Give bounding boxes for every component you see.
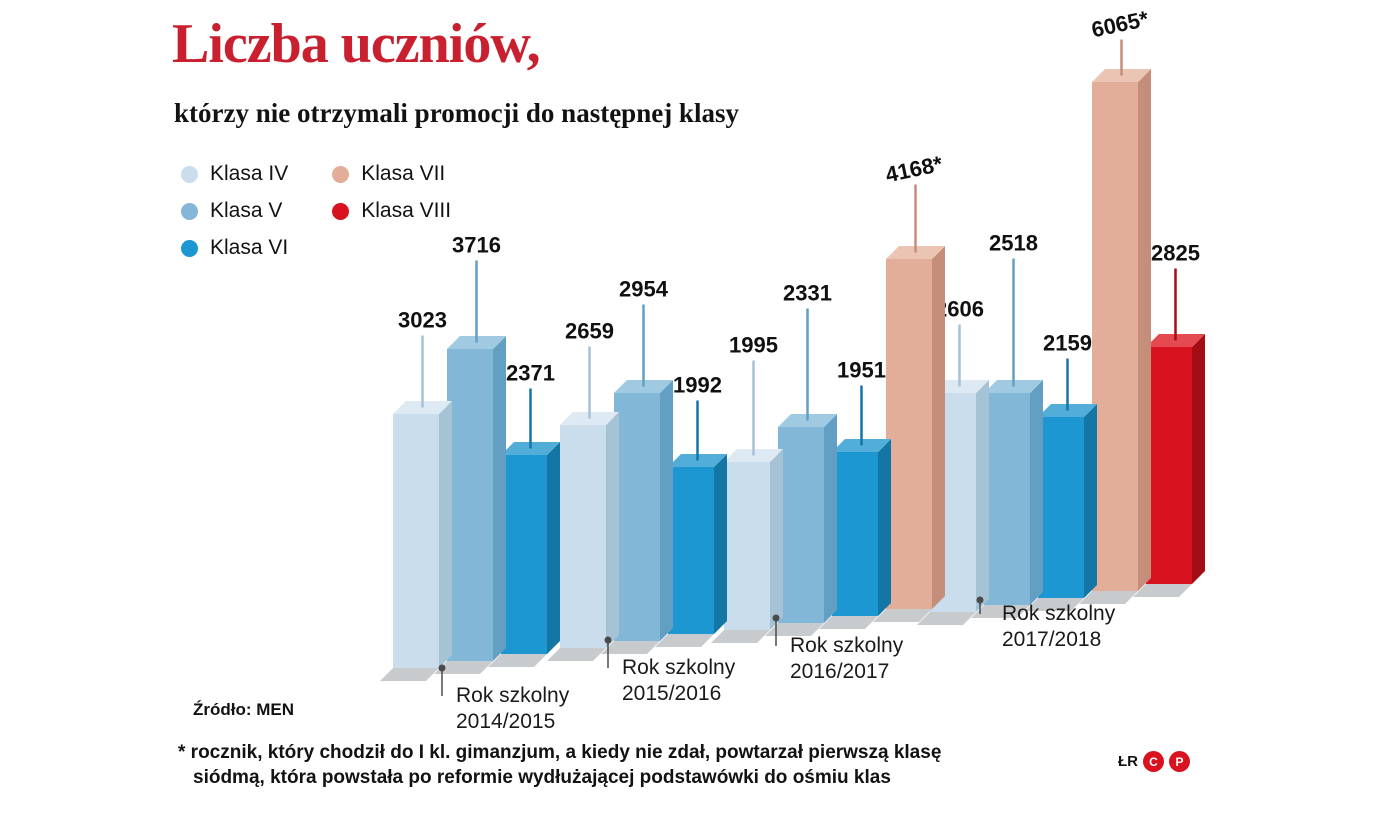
bar-group: 4168* 1951 2331 1995 xyxy=(711,151,945,643)
legend-label: Klasa VI xyxy=(210,236,289,259)
bar-shadow xyxy=(547,648,606,661)
bar-side-face xyxy=(1138,69,1151,591)
value-label: 2518 xyxy=(989,231,1038,256)
connector-dot-icon xyxy=(604,636,612,644)
group-label: Rok szkolny 2014/2015 xyxy=(456,684,570,733)
bar-front-face xyxy=(984,393,1030,605)
bar-side-face xyxy=(606,412,619,648)
value-label: 2371 xyxy=(506,361,555,386)
group-label: Rok szkolny 2016/2017 xyxy=(790,634,904,683)
value-label: 6065* xyxy=(1089,6,1151,43)
bar-side-face xyxy=(547,442,560,654)
value-label: 3023 xyxy=(398,308,447,333)
legend-column-1: Klasa IV Klasa V Klasa VI xyxy=(181,162,288,260)
bar-front-face xyxy=(1092,82,1138,591)
credit-initials: ŁR xyxy=(1118,753,1138,770)
value-label: 2825 xyxy=(1151,241,1200,266)
bar-side-face xyxy=(824,414,837,623)
bar-shadow xyxy=(819,616,878,629)
bar-front-face xyxy=(560,425,606,648)
bar-shadow xyxy=(1133,584,1192,597)
bar-front-face xyxy=(393,414,439,668)
value-label: 3716 xyxy=(452,233,501,258)
legend-item-klasa-vi: Klasa VI xyxy=(181,236,288,260)
bar-shadow xyxy=(1079,591,1138,604)
bar-side-face xyxy=(1192,334,1205,584)
legend-item-klasa-v: Klasa V xyxy=(181,199,288,223)
bar-side-face xyxy=(493,336,506,661)
bar-side-face xyxy=(1084,404,1097,598)
legend-label: Klasa VII xyxy=(361,162,446,185)
bar-side-face xyxy=(932,246,945,609)
bar-side-face xyxy=(714,454,727,634)
copyright-c-icon: C xyxy=(1143,751,1164,772)
legend-label: Klasa VIII xyxy=(361,199,452,222)
bar-front-face xyxy=(1038,417,1084,598)
bar-shadow xyxy=(488,654,547,667)
bar-front-face xyxy=(886,259,932,609)
value-label: 1995 xyxy=(729,333,778,358)
bar-shadow xyxy=(1025,598,1084,611)
credit: ŁR C P xyxy=(1118,751,1190,772)
legend-dot-klasa-viii-icon xyxy=(332,202,350,220)
value-label: 1951 xyxy=(837,358,886,383)
bar-side-face xyxy=(1030,380,1043,605)
legend-item-klasa-iv: Klasa IV xyxy=(181,162,288,186)
bar-shadow xyxy=(601,641,660,654)
bar-side-face xyxy=(439,401,452,668)
bar-shadow xyxy=(765,623,824,636)
legend: Klasa IV Klasa V Klasa VI Klasa VII Klas… xyxy=(181,162,451,260)
bar-front-face xyxy=(778,427,824,623)
bar-side-face xyxy=(878,439,891,616)
value-label: 2159 xyxy=(1043,331,1092,356)
footnote: * rocznik, który chodził do I kl. gimanz… xyxy=(178,740,941,790)
legend-label: Klasa V xyxy=(210,199,283,222)
connector-dot-icon xyxy=(976,596,984,604)
footnote-line-2: siódmą, która powstała po reformie wydłu… xyxy=(193,767,891,788)
bar-front-face xyxy=(724,462,770,630)
bar-front-face xyxy=(447,349,493,661)
source-label: Źródło: MEN xyxy=(193,700,295,719)
legend-item-klasa-viii: Klasa VIII xyxy=(332,199,451,223)
value-label: 1992 xyxy=(673,373,722,398)
value-label: 2331 xyxy=(783,281,832,306)
value-label: 2659 xyxy=(565,319,614,344)
legend-dot-klasa-v-icon xyxy=(181,202,198,220)
bar-shadow xyxy=(873,609,932,622)
bar-shadow xyxy=(917,612,976,625)
bar-group: 2371 3716 3023 xyxy=(380,233,560,681)
connector-dot-icon xyxy=(772,614,780,622)
copyright-p-icon: P xyxy=(1169,751,1190,772)
legend-dot-klasa-vi-icon xyxy=(181,239,198,257)
bar-shadow xyxy=(434,661,493,674)
group-label: Rok szkolny 2017/2018 xyxy=(1002,602,1116,651)
bar-side-face xyxy=(660,380,673,641)
bar-shadow xyxy=(655,634,714,647)
bar-front-face xyxy=(668,467,714,634)
legend-column-2: Klasa VII Klasa VIII xyxy=(332,162,451,260)
bar-front-face xyxy=(832,452,878,616)
footnote-line-1: * rocznik, który chodził do I kl. gimanz… xyxy=(178,742,942,763)
bar-shadow xyxy=(711,630,770,643)
bar-front-face xyxy=(501,455,547,654)
value-label: 2954 xyxy=(619,277,669,302)
legend-dot-klasa-iv-icon xyxy=(181,165,198,183)
legend-dot-klasa-vii-icon xyxy=(332,165,350,183)
bar-side-face xyxy=(976,380,989,612)
legend-item-klasa-vii: Klasa VII xyxy=(332,162,451,186)
page-subtitle: którzy nie otrzymali promocji do następn… xyxy=(174,98,739,128)
bar-front-face xyxy=(1146,347,1192,584)
group-label: Rok szkolny 2015/2016 xyxy=(622,656,736,705)
bar-shadow xyxy=(971,605,1030,618)
page-title: Liczba uczniów, xyxy=(172,13,541,75)
connector-dot-icon xyxy=(438,664,446,672)
bar-shadow xyxy=(380,668,439,681)
bar-side-face xyxy=(770,449,783,630)
legend-label: Klasa IV xyxy=(210,162,289,185)
bar-front-face xyxy=(614,393,660,641)
value-label: 4168* xyxy=(883,151,945,188)
